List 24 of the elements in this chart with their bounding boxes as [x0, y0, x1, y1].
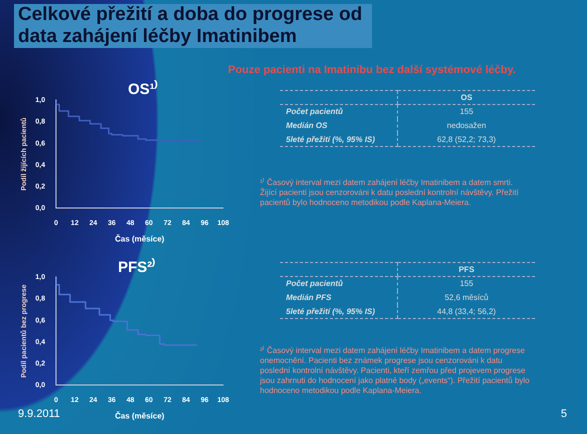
text: 5leté přežití (%, 95% IS): [280, 304, 398, 318]
text: 155: [398, 276, 535, 290]
text: PFS: [398, 262, 535, 276]
x-axis-title: Čas (měsíce): [114, 233, 165, 244]
chart-title: OS¹⁾: [128, 79, 158, 98]
text: 62,8 (52,2; 73,3): [398, 132, 535, 146]
x-axis-title: Čas (měsíce): [114, 410, 165, 420]
text: OS: [398, 90, 535, 104]
text: 52,6 měsíců: [398, 290, 535, 304]
text: nedosažen: [398, 118, 535, 132]
text: Medián OS: [285, 120, 328, 132]
text: Pouze pacienti na Imatinibu bez další systémové léčby.: [228, 64, 516, 76]
text: 5leté přežití (%, 95% IS): [280, 132, 398, 146]
text: Medián PFS: [285, 292, 332, 304]
text: Počet pacientů: [285, 278, 344, 290]
text: 44,8 (33,4; 56,2): [398, 304, 535, 318]
text: ²⁾ Časový interval mezi datem zahájení léčby Imatinibem a datem progrese onemocnění. Pacienti bez známek progrese jsou cenzorováni k datu poslední kontrolní návštěvy. Pacienti, kteří zemřou před projevem progrese jsou zahrnuti do hodnocení jako platné body („events“). Přežití pacientů bylo hodnoceno metodikou podle Kaplana-Meiera.: [260, 346, 530, 396]
text: ¹⁾ Časový interval mezi datem zahájení léčby Imatinibem a datem smrti. Žijící pacienti jsou cenzorováni k datu poslední kontrolní návštěvy. Přežití pacientů bylo hodnoceno metodikou podle Kaplana-Meiera.: [260, 178, 520, 208]
text: 5: [560, 408, 567, 420]
text: Celkové přežití a doba do progrese od data zahájení léčby Imatinibem: [14, 4, 372, 48]
text: 155: [398, 104, 535, 118]
text: Počet pacientů: [285, 106, 344, 118]
text: 9.9.2011: [18, 408, 60, 420]
chart-title: PFS²⁾: [118, 257, 156, 276]
